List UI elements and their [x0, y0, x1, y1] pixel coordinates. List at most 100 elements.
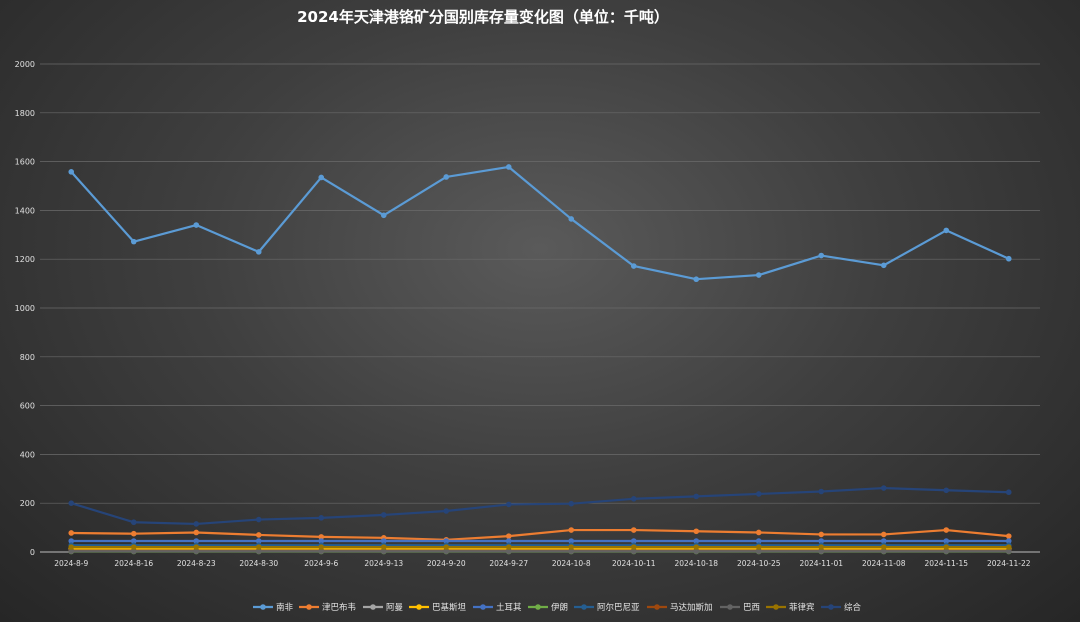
legend-item: 土耳其 — [473, 602, 522, 613]
legend-label: 巴基斯坦 — [432, 602, 467, 613]
legend-marker — [654, 604, 660, 610]
legend-item: 马达加斯加 — [647, 602, 713, 613]
data-point — [1005, 489, 1012, 496]
data-point — [755, 544, 762, 550]
x-tick-label: 2024-8-23 — [177, 559, 216, 568]
series-10 — [68, 485, 1012, 527]
data-point — [943, 527, 950, 533]
data-point — [68, 548, 75, 555]
legend-marker — [773, 604, 779, 610]
x-tick-label: 2024-10-25 — [737, 559, 781, 568]
data-point — [318, 538, 325, 544]
x-tick-label: 2024-8-9 — [54, 559, 88, 568]
x-tick-label: 2024-10-8 — [552, 559, 591, 568]
data-point — [693, 544, 700, 550]
data-point — [755, 548, 762, 555]
data-point — [568, 548, 575, 555]
data-point — [630, 548, 637, 555]
legend-marker — [306, 604, 312, 610]
data-point — [693, 548, 700, 555]
data-point — [755, 491, 762, 497]
y-tick-label: 400 — [20, 450, 35, 459]
legend-marker — [416, 604, 422, 610]
data-point — [1005, 255, 1012, 262]
data-point — [880, 548, 887, 555]
data-point — [380, 512, 387, 518]
series-1 — [68, 527, 1012, 543]
data-point — [318, 548, 325, 555]
data-point — [818, 531, 825, 538]
data-point — [943, 548, 950, 555]
data-point — [943, 227, 950, 234]
data-point — [693, 538, 700, 544]
legend-item: 南非 — [253, 602, 294, 613]
legend-marker — [370, 604, 376, 610]
legend: 南非 津巴布韦 阿曼 巴基斯坦 土耳其 伊朗 阿尔巴尼亚 马达加斯加 巴西 菲律宾 综合 — [253, 602, 862, 613]
data-point — [568, 500, 575, 507]
x-tick-label: 2024-11-15 — [924, 559, 968, 568]
y-tick-label: 1600 — [15, 158, 35, 167]
data-point — [693, 528, 700, 535]
legend-label: 巴西 — [743, 603, 760, 613]
data-point — [505, 164, 512, 170]
legend-label: 阿尔巴尼亚 — [597, 602, 640, 613]
series-8 — [68, 548, 1012, 555]
data-point — [68, 500, 75, 507]
data-point — [255, 249, 262, 255]
legend-item: 津巴布韦 — [299, 602, 356, 613]
y-tick-label: 0 — [30, 548, 35, 557]
series-0 — [68, 164, 1012, 283]
data-point — [1005, 533, 1012, 539]
legend-label: 津巴布韦 — [322, 602, 356, 613]
data-point — [568, 216, 575, 222]
data-point — [630, 538, 637, 544]
data-point — [193, 529, 200, 536]
x-tick-label: 2024-9-20 — [427, 559, 466, 568]
data-point — [1005, 538, 1012, 544]
data-point — [630, 496, 637, 502]
data-point — [880, 262, 887, 269]
x-tick-label: 2024-8-30 — [239, 559, 278, 568]
data-point — [1005, 548, 1012, 555]
data-point — [318, 544, 325, 550]
data-point — [505, 538, 512, 544]
x-tick-label: 2024-9-6 — [304, 559, 338, 568]
data-point — [130, 238, 137, 245]
legend-item: 伊朗 — [528, 602, 568, 613]
x-tick-label: 2024-9-27 — [489, 559, 528, 568]
legend-item: 巴西 — [720, 603, 760, 613]
data-point — [755, 529, 762, 536]
series-4 — [68, 538, 1012, 544]
data-point — [443, 508, 450, 514]
x-tick-label: 2024-11-22 — [987, 559, 1031, 568]
data-point — [130, 519, 137, 526]
data-point — [880, 544, 887, 550]
gridlines — [40, 63, 1040, 553]
data-point — [130, 530, 137, 537]
legend-label: 阿曼 — [386, 603, 404, 613]
data-point — [943, 538, 950, 544]
y-tick-label: 1200 — [15, 255, 35, 264]
series-lines — [68, 164, 1012, 555]
series-line — [70, 165, 1010, 281]
series-line — [71, 528, 1009, 541]
data-point — [193, 548, 200, 555]
data-point — [255, 532, 262, 538]
legend-item: 阿曼 — [363, 603, 404, 613]
x-tick-label: 2024-11-08 — [862, 559, 906, 568]
legend-label: 综合 — [844, 602, 862, 613]
data-point — [380, 212, 387, 219]
data-point — [568, 538, 575, 544]
data-point — [818, 548, 825, 555]
y-tick-label: 1400 — [15, 206, 35, 215]
data-point — [443, 174, 450, 180]
data-point — [693, 276, 700, 283]
data-point — [755, 538, 762, 544]
legend-label: 马达加斯加 — [670, 602, 713, 613]
legend-marker — [535, 604, 541, 610]
data-point — [380, 544, 387, 550]
data-point — [68, 544, 75, 550]
legend-item: 阿尔巴尼亚 — [574, 602, 640, 613]
legend-label: 伊朗 — [551, 602, 568, 613]
data-point — [943, 544, 950, 550]
